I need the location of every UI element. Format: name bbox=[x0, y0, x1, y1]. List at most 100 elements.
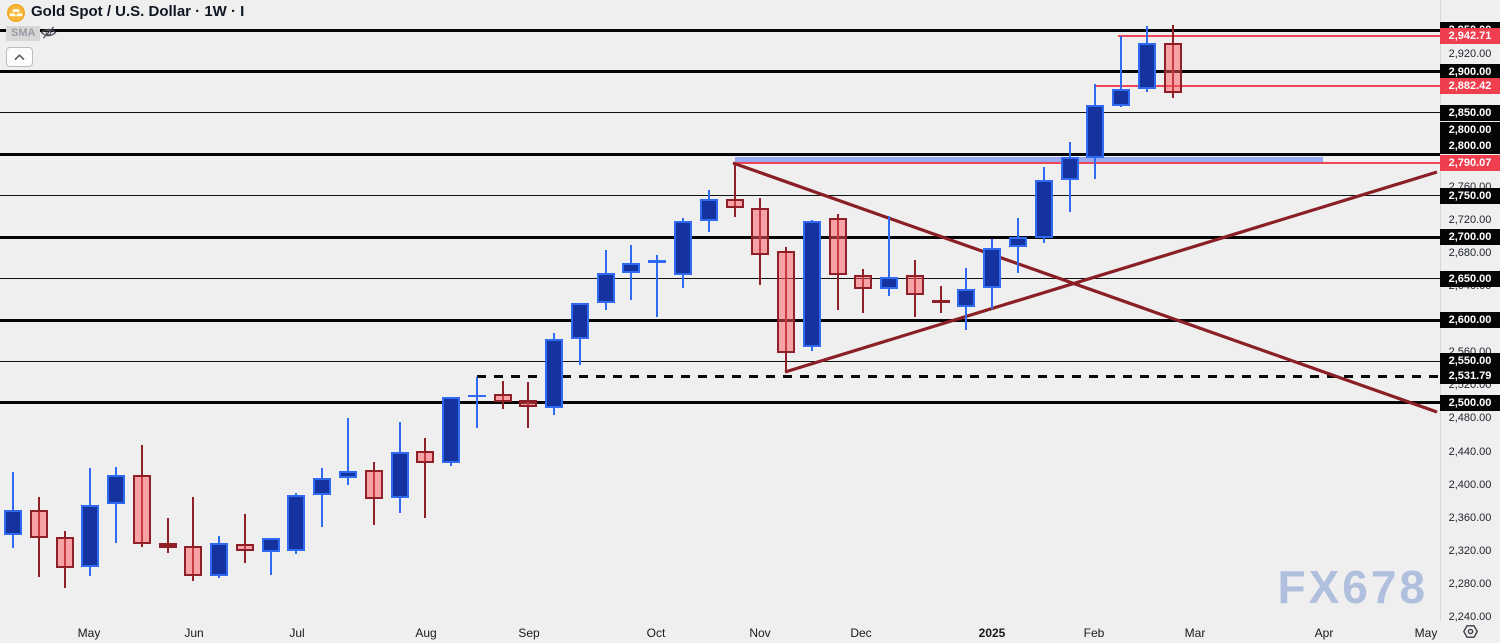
time-axis-label: Nov bbox=[749, 626, 771, 640]
axis-tick-label: 2,360.00 bbox=[1448, 511, 1492, 524]
candle-up bbox=[957, 289, 976, 307]
candle-up bbox=[596, 272, 615, 304]
candle-down bbox=[854, 275, 873, 289]
axis-price-badge: 2,500.00 bbox=[1440, 394, 1500, 411]
candle-up bbox=[699, 199, 718, 221]
resistance-line[interactable] bbox=[0, 112, 1440, 114]
axis-tick-label: 2,680.00 bbox=[1448, 246, 1492, 259]
resistance-line[interactable] bbox=[0, 318, 1440, 322]
axis-price-badge: 2,700.00 bbox=[1440, 229, 1500, 246]
axis-price-badge: 2,600.00 bbox=[1440, 312, 1500, 328]
axis-price-badge: 2,650.00 bbox=[1440, 270, 1500, 287]
axis-price-badge: 2,790.07 bbox=[1440, 154, 1500, 171]
candle-up bbox=[802, 221, 821, 348]
candle-up bbox=[674, 220, 693, 276]
red-price-ray[interactable] bbox=[1118, 35, 1440, 38]
candle-down bbox=[184, 546, 203, 576]
candle-up bbox=[107, 474, 126, 504]
candle-down bbox=[905, 275, 924, 296]
candle-wick-up bbox=[475, 377, 478, 428]
candle-wick-down bbox=[939, 286, 942, 314]
candle-wick-up bbox=[1120, 36, 1123, 108]
candle-up bbox=[648, 259, 667, 263]
candle-up bbox=[1009, 237, 1028, 248]
trendline[interactable] bbox=[784, 170, 1438, 374]
candle-down bbox=[519, 400, 538, 407]
time-axis-label: May bbox=[77, 626, 101, 640]
resistance-line[interactable] bbox=[0, 235, 1440, 239]
axis-tick-label: 2,400.00 bbox=[1448, 478, 1492, 491]
highlight-zone[interactable] bbox=[735, 157, 1323, 163]
time-axis-label: Mar bbox=[1184, 626, 1206, 640]
candle-up bbox=[570, 303, 589, 340]
time-axis-label: Sep bbox=[518, 626, 540, 640]
indicator-sma-label[interactable]: SMA bbox=[6, 26, 41, 41]
candle-up bbox=[622, 262, 641, 273]
candle-down bbox=[416, 450, 435, 464]
candle-up bbox=[1060, 156, 1079, 181]
axis-price-badge: 2,531.79 bbox=[1440, 368, 1500, 385]
candle-up bbox=[210, 542, 229, 576]
time-axis-label: Dec bbox=[850, 626, 872, 640]
candle-down bbox=[931, 300, 950, 303]
axis-price-badge: 2,800.00 bbox=[1440, 138, 1500, 154]
axis-price-badge: 2,882.42 bbox=[1440, 78, 1500, 95]
price-axis[interactable]: 2,920.002,760.002,720.002,680.002,640.00… bbox=[1440, 0, 1500, 624]
time-axis-label: 2025 bbox=[978, 626, 1006, 640]
symbol-title[interactable]: Gold Spot / U.S. Dollar · 1W · I bbox=[31, 3, 245, 20]
candle-up bbox=[880, 276, 899, 290]
axis-price-badge: 2,900.00 bbox=[1440, 63, 1500, 80]
time-axis[interactable]: May Jun Jul Aug Sep Oct Nov Dec 2025 Feb Mar Apr May bbox=[0, 620, 1500, 643]
resistance-line[interactable] bbox=[0, 401, 1440, 405]
candle-up bbox=[1137, 43, 1156, 89]
candle-up bbox=[81, 504, 100, 567]
eye-hidden-icon[interactable] bbox=[40, 25, 57, 40]
trendline[interactable] bbox=[732, 161, 1438, 414]
candle-down bbox=[493, 393, 512, 402]
candle-wick-down bbox=[166, 517, 169, 553]
dashed-support-ray[interactable] bbox=[477, 374, 1440, 378]
candle-down bbox=[158, 542, 177, 548]
resistance-line[interactable] bbox=[0, 360, 1440, 362]
candle-up bbox=[390, 451, 409, 499]
time-axis-label: Apr bbox=[1314, 626, 1334, 640]
candle-down bbox=[235, 543, 254, 552]
candle-up bbox=[287, 494, 306, 552]
candle-up bbox=[983, 247, 1002, 288]
time-axis-label: Jul bbox=[289, 626, 305, 640]
candle-down bbox=[777, 251, 796, 354]
candle-down bbox=[132, 474, 151, 544]
axis-tick-label: 2,320.00 bbox=[1448, 544, 1492, 557]
red-price-ray[interactable] bbox=[733, 161, 1440, 164]
candle-wick-down bbox=[424, 437, 427, 518]
candle-up bbox=[261, 537, 280, 552]
resistance-line[interactable] bbox=[0, 70, 1440, 74]
chart-pane[interactable]: FX678 bbox=[0, 0, 1440, 620]
candle-up bbox=[339, 470, 357, 479]
axis-tick-label: 2,240.00 bbox=[1448, 611, 1492, 624]
axis-tick-label: 2,280.00 bbox=[1448, 578, 1492, 591]
candle-wick-down bbox=[192, 497, 195, 581]
axis-price-badge: 2,850.00 bbox=[1440, 104, 1500, 121]
candle-down bbox=[1163, 43, 1182, 94]
collapse-indicator-button[interactable] bbox=[6, 47, 33, 67]
candle-down bbox=[725, 199, 744, 209]
candle-wick-up bbox=[630, 245, 633, 301]
resistance-line[interactable] bbox=[0, 152, 1440, 156]
axis-tick-label: 2,480.00 bbox=[1448, 412, 1492, 425]
red-price-ray[interactable] bbox=[1095, 85, 1440, 88]
candle-wick-down bbox=[862, 269, 865, 314]
time-axis-label: May bbox=[1414, 626, 1438, 640]
axis-tick-label: 2,440.00 bbox=[1448, 445, 1492, 458]
candle-down bbox=[364, 469, 383, 499]
candle-up bbox=[467, 394, 486, 398]
candle-down bbox=[29, 509, 48, 538]
settings-gear-icon[interactable] bbox=[1462, 623, 1479, 640]
resistance-line[interactable] bbox=[0, 278, 1440, 280]
axis-price-badge: 2,750.00 bbox=[1440, 187, 1500, 204]
axis-tick-label: 2,920.00 bbox=[1448, 48, 1492, 60]
resistance-line[interactable] bbox=[0, 195, 1440, 197]
candle-down bbox=[751, 208, 770, 256]
resistance-line[interactable] bbox=[0, 28, 1440, 32]
